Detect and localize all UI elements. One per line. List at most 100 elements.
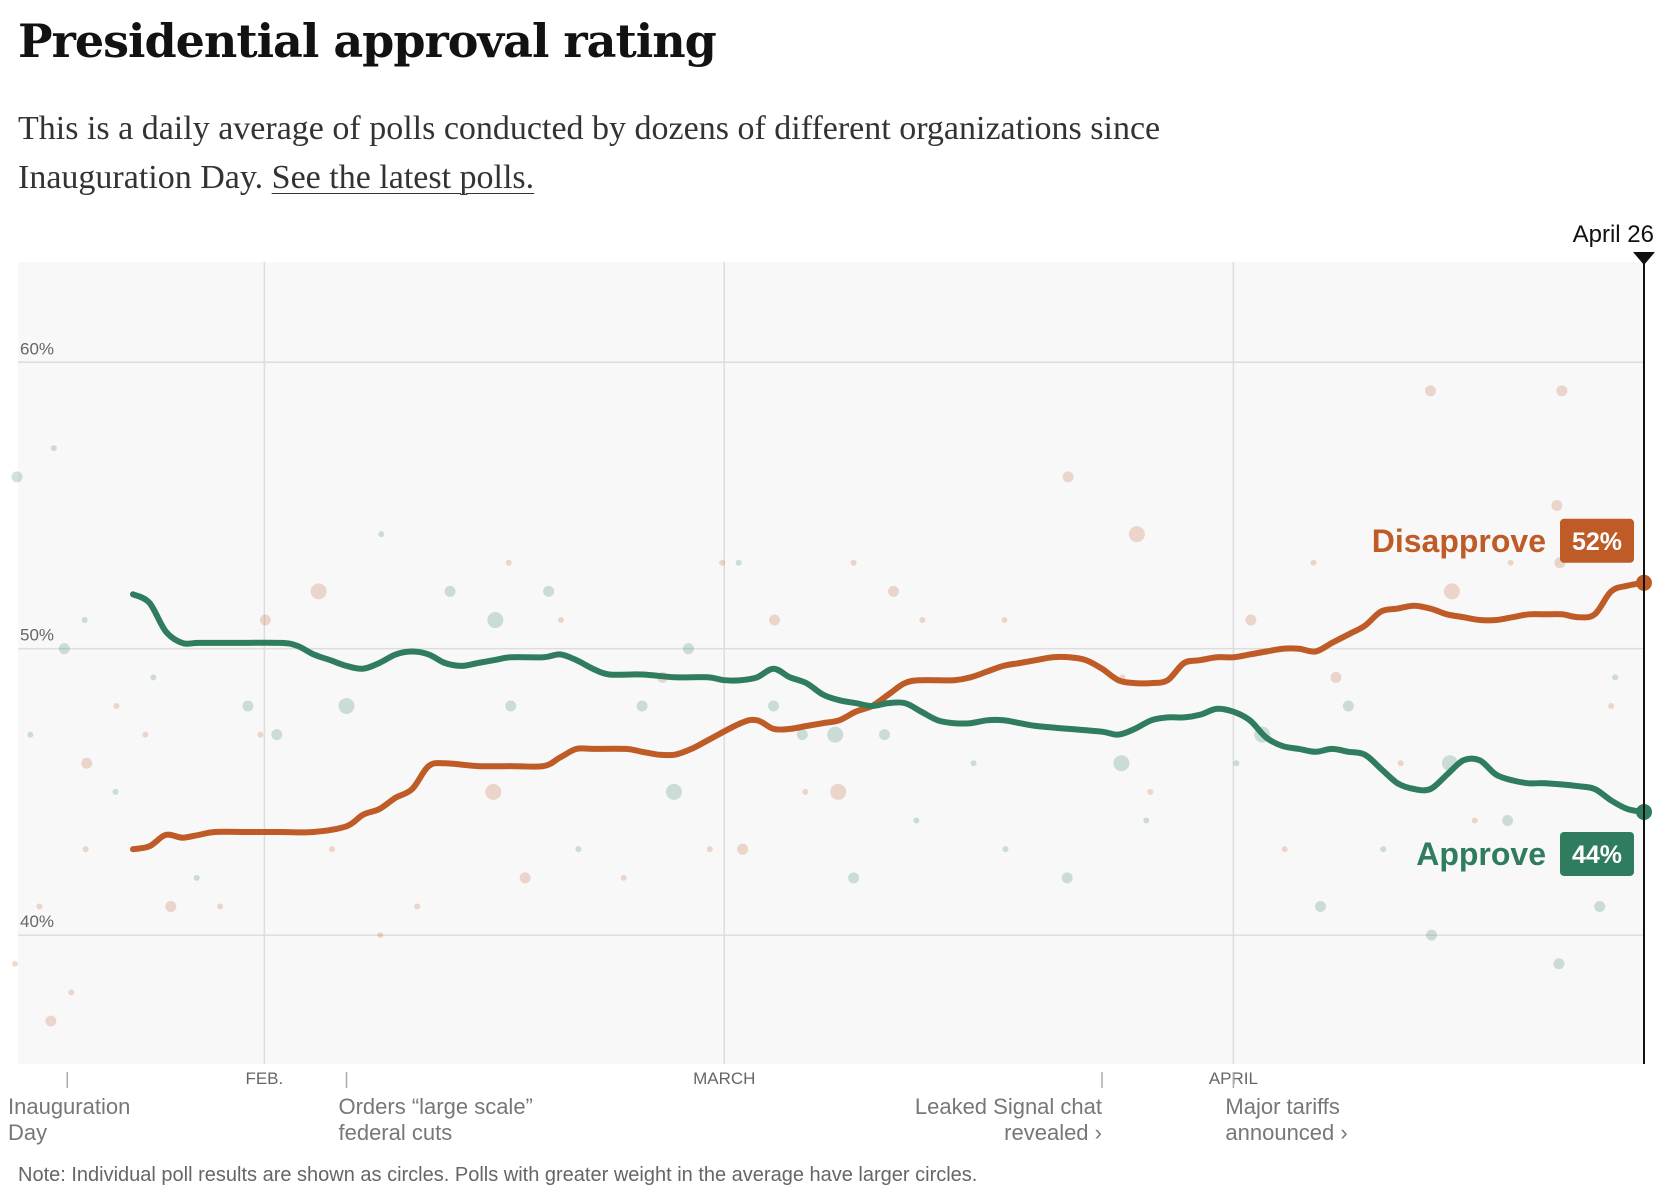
poll-circle-approve: [1594, 900, 1606, 912]
event-label-inauguration-day: Inauguration Day: [8, 1094, 131, 1145]
chart-title: Presidential approval rating: [18, 14, 717, 68]
poll-circle-approve: [112, 788, 119, 795]
poll-circle-disapprove: [377, 932, 384, 939]
poll-circle-approve: [1612, 674, 1619, 681]
poll-circle-disapprove: [165, 900, 177, 912]
poll-circle-approve: [1002, 846, 1009, 853]
poll-circle-approve: [827, 726, 844, 743]
poll-circle-disapprove: [706, 846, 713, 853]
poll-circle-disapprove: [719, 559, 726, 566]
poll-circle-approve: [878, 729, 890, 741]
poll-circle-disapprove: [1443, 583, 1460, 600]
poll-circle-disapprove: [887, 585, 899, 597]
y-tick-label: 60%: [20, 339, 54, 358]
poll-circle-disapprove: [259, 614, 271, 626]
poll-circle-approve: [378, 531, 385, 538]
poll-circle-disapprove: [1310, 559, 1317, 566]
poll-circle-approve: [665, 783, 682, 800]
poll-circle-approve: [848, 872, 860, 884]
poll-circle-disapprove: [1507, 559, 1514, 566]
poll-circle-disapprove: [414, 903, 421, 910]
poll-circle-approve: [27, 731, 34, 738]
poll-circle-disapprove: [1330, 671, 1342, 683]
poll-circle-approve: [1143, 817, 1150, 824]
current-date-marker: April 26: [1573, 221, 1655, 1064]
poll-circle-approve: [81, 617, 88, 624]
end-value-badge-disapprove: [1560, 518, 1634, 563]
poll-circle-approve: [271, 729, 283, 741]
poll-circle-disapprove: [310, 583, 327, 600]
poll-circle-approve: [444, 585, 456, 597]
grid-lines: [18, 262, 1644, 1064]
poll-circle-disapprove: [1424, 385, 1436, 397]
poll-circle-disapprove: [1128, 526, 1145, 543]
poll-circle-approve: [636, 700, 648, 712]
axis-labels: 60%50%40%FEB. MARCH APRIL: [20, 339, 1258, 1088]
y-tick-label: 50%: [20, 626, 54, 645]
poll-circle-approve: [543, 585, 555, 597]
poll-circle-disapprove: [1556, 385, 1568, 397]
plot-background: [18, 262, 1644, 1064]
poll-circle-disapprove: [769, 614, 781, 626]
poll-circle-approve: [1342, 700, 1354, 712]
poll-circle-approve: [193, 874, 200, 881]
poll-circle-disapprove: [850, 559, 857, 566]
chart-subtitle: This is a daily average of polls conduct…: [18, 104, 1318, 202]
poll-circle-disapprove: [1001, 617, 1008, 624]
poll-circle-disapprove: [620, 874, 627, 881]
poll-circle-disapprove: [82, 846, 89, 853]
poll-circle-approve: [1425, 929, 1437, 941]
chart-note: Note: Individual poll results are shown …: [18, 1164, 978, 1186]
poll-circle-approve: [1502, 815, 1514, 827]
poll-circle-approve: [1061, 872, 1073, 884]
event-label-major-tariffs-announced[interactable]: Major tariffs announced ›: [1225, 1094, 1348, 1145]
x-tick-label: FEB.: [245, 1069, 283, 1088]
poll-circle-approve: [1113, 755, 1130, 772]
poll-circle-disapprove: [1147, 788, 1154, 795]
poll-circle-disapprove: [802, 788, 809, 795]
poll-circle-approve: [150, 674, 157, 681]
poll-circle-approve: [338, 697, 355, 714]
series-end-labels: 52% Disapprove 44% Approve: [1372, 518, 1634, 876]
poll-circle-approve: [11, 471, 23, 483]
latest-polls-link[interactable]: See the latest polls.: [271, 159, 535, 196]
poll-circle-disapprove: [257, 731, 264, 738]
series-name-approve: Approve: [1416, 836, 1546, 872]
poll-circle-disapprove: [1245, 614, 1257, 626]
y-tick-label: 40%: [20, 912, 54, 931]
poll-circle-approve: [242, 700, 254, 712]
poll-circle-approve: [487, 612, 504, 629]
poll-circle-disapprove: [113, 702, 120, 709]
poll-circle-approve: [1380, 846, 1387, 853]
poll-circle-disapprove: [1608, 702, 1615, 709]
poll-circle-approve: [505, 700, 517, 712]
poll-circle-approve: [1553, 958, 1565, 970]
poll-circle-approve: [768, 700, 780, 712]
poll-circle-approve: [1233, 760, 1240, 767]
poll-circle-disapprove: [45, 1015, 57, 1027]
poll-circle-disapprove: [81, 757, 93, 769]
poll-circle-disapprove: [1551, 499, 1563, 511]
poll-circle-disapprove: [919, 617, 926, 624]
poll-circle-approve: [682, 643, 694, 655]
poll-circle-disapprove: [519, 872, 531, 884]
poll-circle-disapprove: [1471, 817, 1478, 824]
poll-circle-disapprove: [505, 559, 512, 566]
series-line-disapprove: [130, 579, 1647, 853]
poll-circle-disapprove: [142, 731, 149, 738]
event-label-leaked-signal-chat-revea[interactable]: Leaked Signal chat revealed ›: [914, 1094, 1102, 1145]
current-date-triangle: [1633, 252, 1655, 265]
poll-circle-disapprove: [12, 960, 18, 967]
poll-circle-approve: [796, 729, 808, 741]
poll-circle-approve: [735, 559, 742, 566]
poll-circle-disapprove: [1062, 471, 1074, 483]
approval-chart: April 26 52% Disapprove 44% Approve 60% 50% 4…: [11, 221, 1655, 1088]
poll-circle-approve: [913, 817, 920, 824]
poll-circle-disapprove: [1281, 846, 1288, 853]
poll-circle-approve: [970, 760, 977, 767]
series-name-disapprove: Disapprove: [1372, 523, 1546, 559]
current-date-label: April 26: [1573, 221, 1654, 248]
poll-circle-disapprove: [737, 843, 749, 855]
poll-circle-disapprove: [830, 783, 847, 800]
poll-circle-approve: [50, 445, 57, 452]
